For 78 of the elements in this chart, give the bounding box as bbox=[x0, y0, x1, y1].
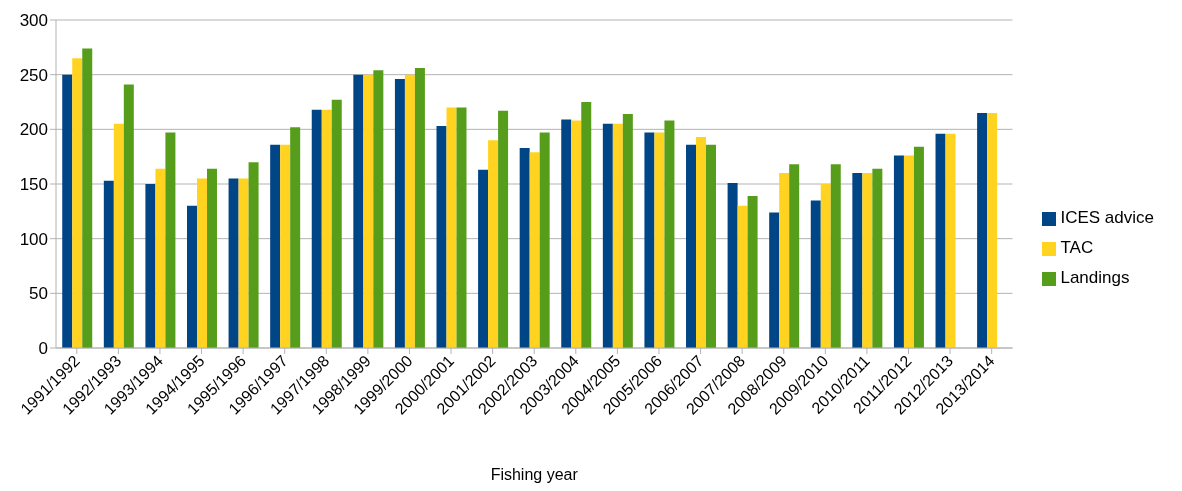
bar bbox=[456, 107, 467, 348]
bar bbox=[113, 123, 124, 348]
bar bbox=[519, 147, 530, 348]
bar bbox=[270, 144, 281, 348]
bar bbox=[727, 182, 738, 348]
y-tick-label: 200 bbox=[19, 120, 48, 140]
bar bbox=[779, 173, 790, 348]
bar bbox=[571, 120, 582, 348]
bar bbox=[373, 70, 384, 348]
y-tick-label: 250 bbox=[19, 65, 48, 85]
bar bbox=[622, 114, 633, 348]
bar bbox=[644, 132, 655, 348]
bar bbox=[747, 196, 758, 348]
bar bbox=[498, 110, 509, 348]
bar bbox=[186, 205, 197, 348]
bar bbox=[155, 168, 166, 348]
bar bbox=[280, 144, 291, 348]
bar bbox=[820, 184, 831, 348]
bar bbox=[478, 169, 489, 348]
bar bbox=[830, 164, 841, 348]
bar bbox=[248, 162, 259, 348]
bar bbox=[196, 178, 207, 348]
bar bbox=[769, 212, 780, 348]
bar bbox=[706, 144, 717, 348]
y-tick-label: 50 bbox=[29, 284, 48, 304]
bar bbox=[394, 79, 405, 348]
y-tick-label: 300 bbox=[19, 11, 48, 31]
bar bbox=[82, 48, 93, 348]
bar bbox=[654, 132, 665, 348]
bar bbox=[206, 168, 217, 348]
bar bbox=[913, 146, 924, 348]
bar bbox=[404, 74, 415, 348]
bar bbox=[664, 120, 675, 348]
bar bbox=[810, 200, 821, 348]
bar bbox=[602, 123, 613, 348]
legend-label: ICES advice bbox=[1060, 208, 1154, 227]
bar bbox=[488, 140, 499, 348]
bar bbox=[145, 184, 156, 348]
bar bbox=[62, 74, 73, 348]
bar bbox=[935, 133, 946, 348]
bar bbox=[872, 168, 883, 348]
bar bbox=[977, 112, 988, 348]
bar bbox=[238, 178, 249, 348]
bar bbox=[737, 205, 748, 348]
bar bbox=[72, 58, 83, 348]
bar bbox=[862, 173, 873, 348]
bar bbox=[228, 178, 239, 348]
bar bbox=[789, 164, 800, 348]
y-tick-label: 100 bbox=[19, 229, 48, 249]
bar bbox=[436, 126, 447, 348]
bar bbox=[446, 107, 457, 348]
bar bbox=[363, 74, 374, 348]
bar bbox=[529, 152, 540, 348]
bar bbox=[893, 155, 904, 348]
bar bbox=[165, 132, 176, 348]
bar bbox=[945, 133, 956, 348]
bar bbox=[686, 144, 697, 348]
bar bbox=[414, 68, 425, 348]
y-tick-label: 150 bbox=[19, 175, 48, 195]
x-axis-title: Fishing year bbox=[490, 466, 579, 483]
y-tick-label: 0 bbox=[38, 339, 48, 359]
bar bbox=[852, 173, 863, 348]
bar bbox=[321, 109, 332, 348]
bar bbox=[987, 112, 998, 348]
bar bbox=[290, 127, 301, 348]
bar bbox=[353, 74, 364, 348]
bar bbox=[123, 84, 134, 348]
bar bbox=[103, 180, 114, 348]
bar bbox=[581, 102, 592, 348]
legend-label: TAC bbox=[1060, 238, 1094, 257]
bar bbox=[331, 99, 342, 348]
legend-label: Landings bbox=[1060, 268, 1130, 287]
bar bbox=[903, 155, 914, 348]
bar bbox=[539, 132, 550, 348]
bar bbox=[696, 136, 707, 348]
bar bbox=[612, 123, 623, 348]
bar bbox=[311, 109, 322, 348]
bar bbox=[561, 119, 572, 348]
